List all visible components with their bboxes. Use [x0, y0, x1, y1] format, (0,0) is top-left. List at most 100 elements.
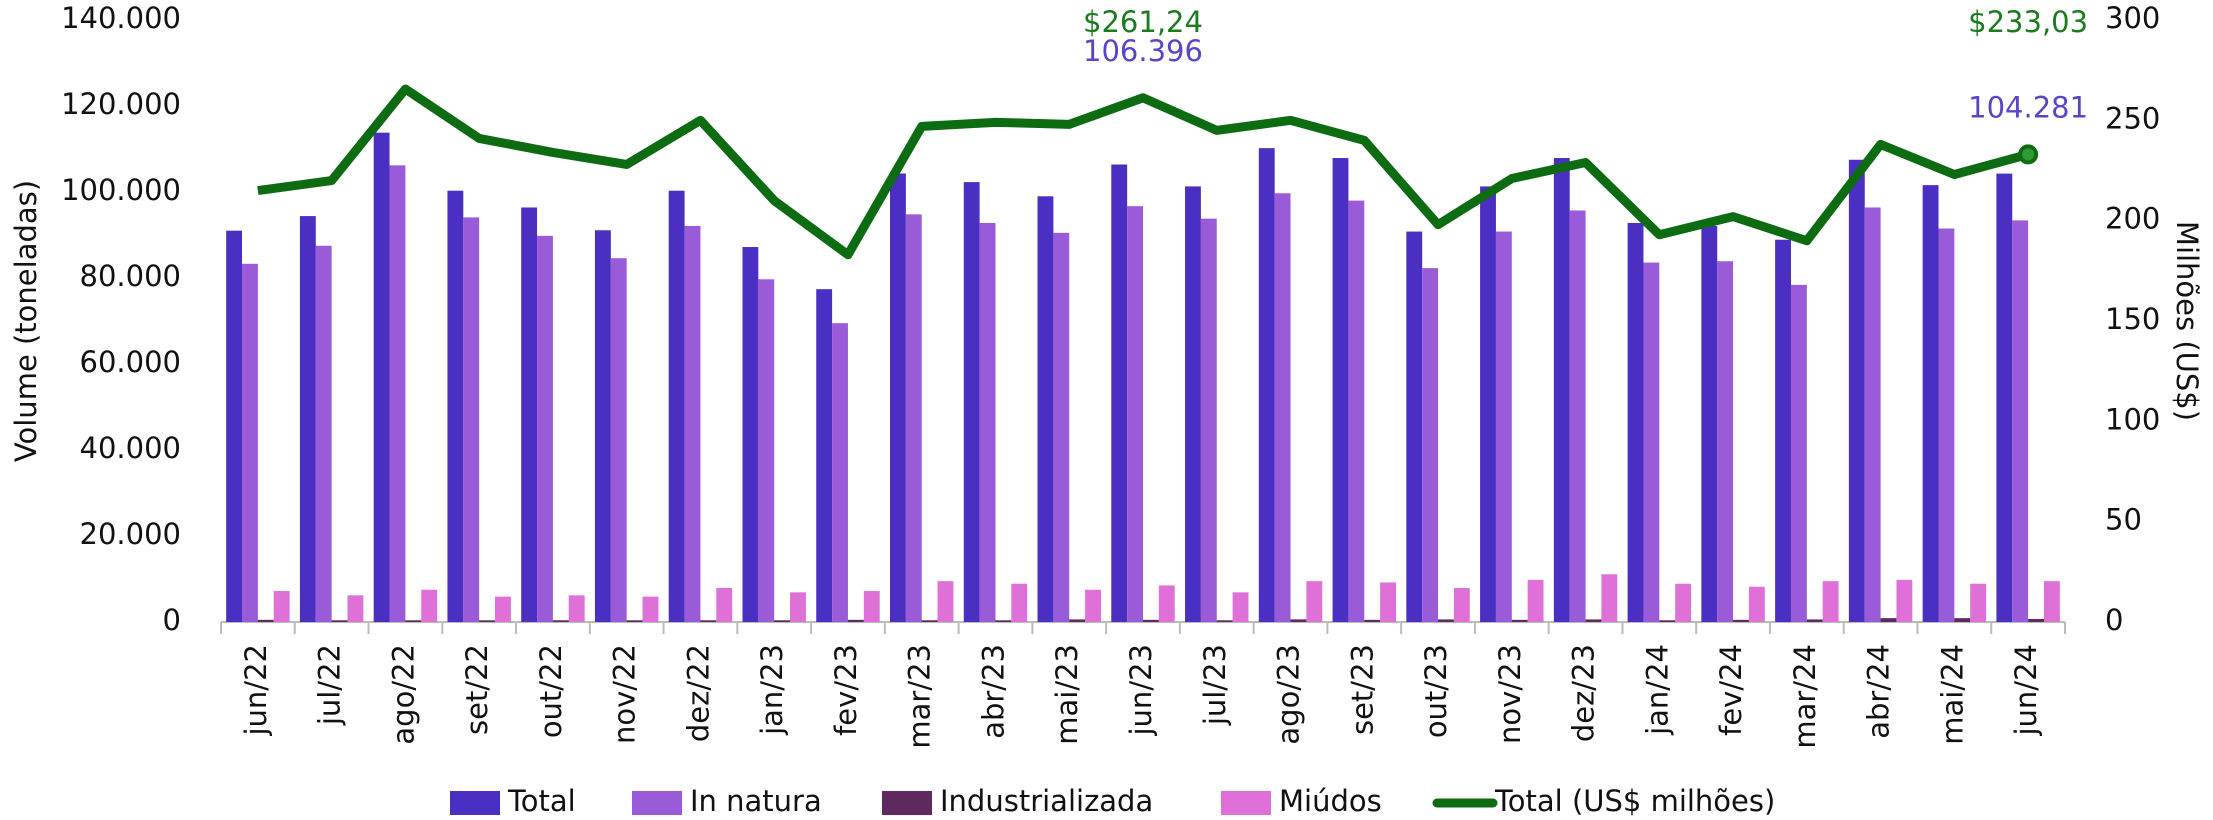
bar	[2043, 581, 2060, 622]
bar	[1701, 225, 1718, 622]
x-tick-label: set/23	[1345, 644, 1379, 735]
bar	[299, 216, 316, 622]
bar	[1733, 619, 1749, 622]
bar	[1053, 232, 1070, 622]
y-tick-label: 100.000	[61, 173, 181, 207]
x-tick-label: fev/23	[829, 644, 863, 736]
bar	[405, 620, 422, 622]
x-tick-label: set/22	[460, 644, 494, 735]
bar	[979, 222, 996, 622]
x-tick-label: jan/24	[1640, 644, 1674, 736]
y2-axis-title: Milhões (US$)	[2170, 221, 2204, 421]
bar	[537, 235, 553, 623]
bar	[421, 589, 438, 622]
bar	[594, 230, 611, 622]
bar	[568, 595, 585, 622]
bar	[716, 588, 733, 622]
bar	[1659, 620, 1676, 622]
y2-tick-label: 0	[2105, 603, 2123, 637]
legend-label: Miúdos	[1279, 784, 1382, 818]
bar	[1717, 261, 1734, 622]
x-tick-label: jun/22	[239, 644, 273, 737]
bar	[1380, 582, 1396, 622]
bar	[921, 620, 938, 622]
bar	[1806, 619, 1823, 622]
bar	[1127, 206, 1143, 622]
bar	[1675, 583, 1692, 622]
bar	[1258, 148, 1275, 622]
y-tick-label: 120.000	[61, 87, 181, 121]
value-label: 104.281	[1968, 90, 2088, 124]
bar	[863, 591, 880, 622]
x-tick-label: fev/24	[1714, 644, 1748, 736]
bar	[1069, 619, 1086, 622]
bar	[1438, 619, 1454, 622]
line-series	[257, 84, 2030, 260]
bar	[447, 190, 464, 622]
bar	[1511, 619, 1528, 622]
bar	[1864, 207, 1881, 623]
y2-tick-label: 50	[2105, 503, 2142, 537]
bar	[774, 620, 791, 622]
y-tick-label: 60.000	[80, 345, 181, 379]
bar	[1274, 193, 1291, 623]
bar	[742, 247, 759, 623]
bar	[1348, 200, 1365, 622]
bar	[1938, 228, 1955, 623]
bar	[1232, 592, 1249, 622]
bar	[347, 595, 364, 622]
bar	[995, 620, 1012, 622]
bar	[1553, 158, 1570, 622]
x-tick-label: dez/22	[681, 644, 715, 742]
bar	[937, 581, 954, 622]
bar	[1111, 164, 1128, 622]
x-tick-label: ago/22	[386, 644, 420, 745]
legend-swatch	[1221, 791, 1271, 815]
x-tick-label: abr/23	[976, 644, 1010, 739]
bar	[1422, 268, 1439, 622]
value-label: $261,24	[1083, 5, 1203, 39]
bar	[2012, 220, 2029, 622]
x-tick-label: jul/23	[1198, 644, 1232, 726]
bar	[1601, 574, 1618, 622]
bar	[847, 619, 864, 622]
bar	[684, 225, 701, 622]
bar	[1970, 583, 1987, 622]
bar	[226, 230, 243, 622]
y-axis-title: Volume (toneladas)	[9, 180, 43, 462]
bar	[1954, 618, 1971, 622]
bar	[1143, 619, 1159, 622]
bar	[1748, 586, 1765, 622]
bar	[1880, 618, 1897, 622]
bar	[700, 620, 717, 622]
bar	[1996, 173, 2013, 622]
value-label: 106.396	[1083, 34, 1203, 68]
x-tick-label: out/23	[1419, 644, 1453, 738]
x-tick-label: mai/23	[1050, 644, 1084, 745]
bar	[257, 619, 274, 622]
bar	[790, 592, 806, 622]
y-tick-label: 0	[163, 603, 181, 637]
legend-label: Total (US$ milhões)	[1494, 784, 1775, 818]
bar	[1364, 619, 1381, 622]
bar	[1775, 239, 1791, 623]
y2-tick-label: 300	[2105, 1, 2160, 35]
bar	[832, 323, 848, 622]
y-tick-label: 20.000	[80, 517, 181, 551]
x-tick-label: ago/23	[1272, 644, 1306, 745]
bar	[1585, 619, 1602, 622]
legend-label: Total	[507, 784, 576, 818]
bar	[479, 620, 496, 622]
legend-label: In natura	[690, 784, 822, 818]
x-tick-label: mar/24	[1788, 644, 1822, 749]
y-tick-label: 140.000	[61, 1, 181, 35]
bar	[521, 207, 538, 623]
x-tick-label: jun/23	[1124, 644, 1158, 737]
bar	[642, 596, 659, 622]
bar	[1569, 210, 1586, 623]
bar	[1085, 589, 1101, 622]
y-tick-label: 40.000	[80, 431, 181, 465]
x-tick-label: mar/23	[903, 644, 937, 749]
bar	[1290, 619, 1307, 622]
